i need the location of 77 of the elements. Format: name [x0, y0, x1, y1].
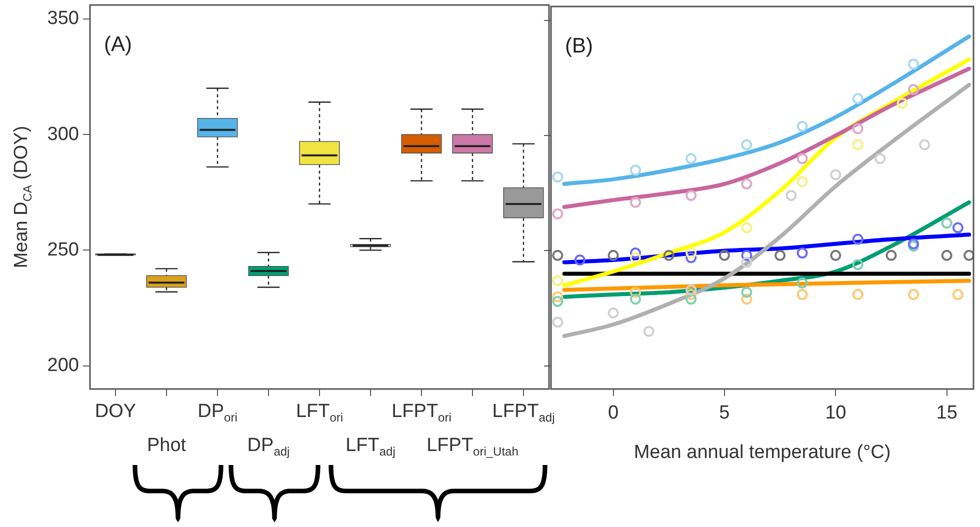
x-tick-label: DOY: [94, 401, 136, 422]
y-tick-label: 200: [47, 355, 79, 376]
point: [852, 123, 864, 134]
x-axis-title: Mean annual temperature (°C): [634, 442, 891, 463]
point: [852, 289, 864, 300]
x-tick-label: 15: [936, 402, 958, 424]
point: [941, 250, 952, 261]
point: [741, 294, 752, 305]
point: [686, 289, 697, 300]
point: [796, 176, 808, 188]
point: [741, 256, 752, 268]
point: [630, 248, 641, 259]
point: [686, 190, 697, 201]
y-tick-label: 350: [47, 8, 79, 30]
point: [964, 250, 974, 261]
x-tick-label: 10: [825, 402, 846, 424]
point: [741, 178, 752, 190]
point: [908, 289, 919, 300]
x-tick-label: 5: [719, 402, 730, 424]
point: [908, 240, 919, 252]
annotation: (A): [104, 32, 132, 56]
point: [830, 169, 842, 180]
point: [574, 254, 586, 266]
point: [741, 139, 752, 150]
point: [941, 218, 952, 229]
point: [686, 294, 697, 305]
point: [741, 250, 752, 261]
y-axis-title: Mean DCA (DOY): [11, 126, 34, 268]
point: [608, 250, 619, 261]
point: [796, 248, 808, 259]
point: [908, 58, 919, 70]
point: [796, 278, 808, 289]
point: [630, 286, 641, 298]
point: [686, 252, 697, 264]
point: [852, 139, 864, 150]
point: [630, 252, 641, 264]
point: [686, 284, 697, 296]
point: [741, 222, 752, 234]
point: [630, 164, 641, 176]
annotation: (B): [565, 34, 593, 58]
point: [552, 291, 564, 302]
point: [919, 139, 930, 150]
point: [774, 250, 786, 261]
point: [552, 275, 564, 286]
point: [908, 238, 919, 250]
point: [686, 153, 697, 164]
point: [852, 234, 864, 245]
y-tick-label: 250: [47, 239, 79, 260]
point: [552, 250, 564, 261]
point: [608, 307, 619, 318]
point: [796, 120, 808, 132]
point: [796, 153, 808, 164]
point: [718, 250, 730, 261]
x-tick-label: Phot: [146, 435, 187, 456]
point: [630, 196, 641, 208]
point: [886, 250, 897, 261]
y-tick-label: 300: [47, 124, 79, 145]
point: [630, 294, 641, 305]
point: [852, 259, 864, 270]
point: [686, 248, 697, 259]
point: [908, 84, 919, 95]
point: [741, 286, 752, 298]
point: [552, 316, 564, 328]
point: [852, 93, 864, 104]
point: [552, 296, 564, 307]
point: [552, 208, 564, 220]
point: [830, 250, 842, 261]
point: [552, 172, 564, 183]
point: [952, 289, 964, 300]
point: [796, 289, 808, 300]
point: [874, 153, 886, 164]
x-tick-label: 0: [608, 402, 619, 424]
point: [663, 250, 674, 261]
point: [952, 222, 964, 234]
point: [896, 98, 908, 109]
point: [643, 326, 654, 337]
point: [786, 190, 797, 201]
